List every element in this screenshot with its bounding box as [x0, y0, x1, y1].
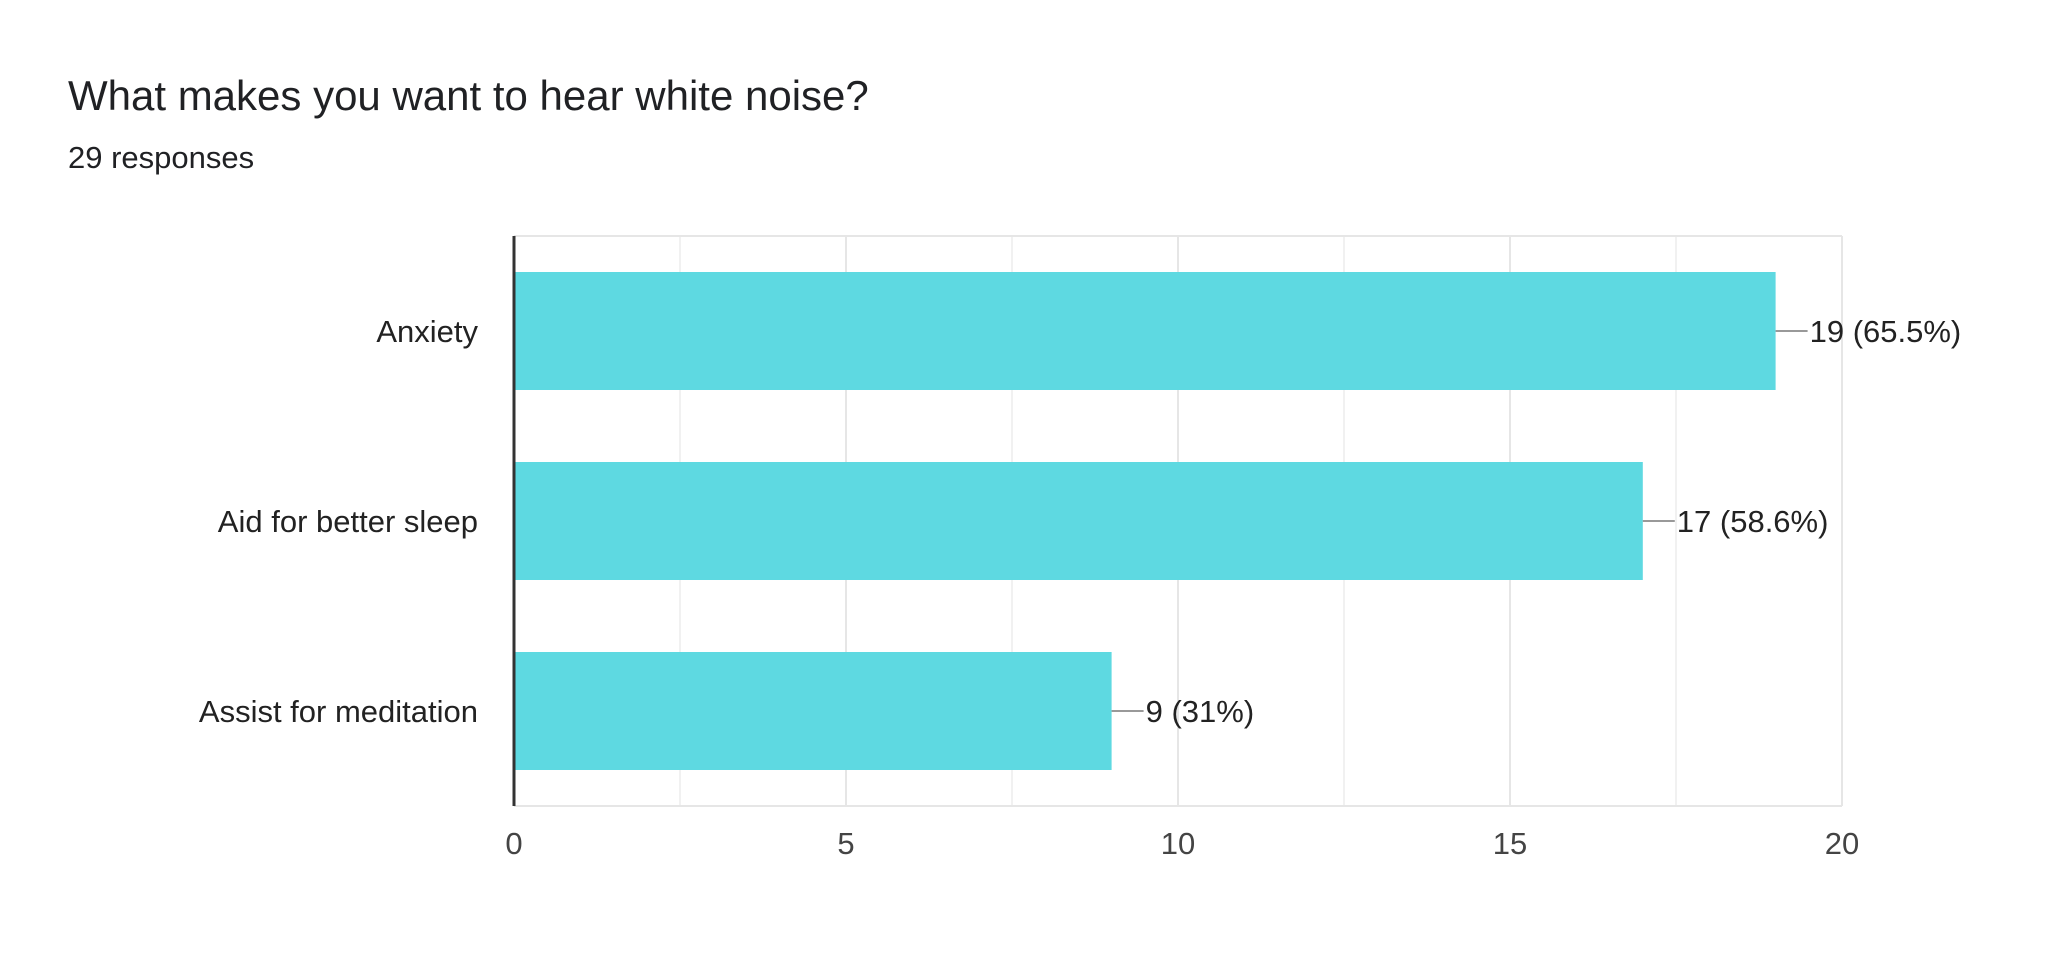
- x-tick-label: 0: [505, 826, 522, 861]
- category-label: Assist for meditation: [199, 694, 478, 729]
- x-tick-label: 5: [837, 826, 854, 861]
- data-label: 17 (58.6%): [1677, 504, 1829, 539]
- data-label: 19 (65.5%): [1810, 314, 1962, 349]
- bar: [514, 272, 1776, 390]
- bar: [514, 462, 1643, 580]
- chart-title: What makes you want to hear white noise?: [68, 72, 869, 119]
- category-label: Anxiety: [376, 314, 478, 349]
- x-tick-label: 15: [1493, 826, 1527, 861]
- x-tick-label: 10: [1161, 826, 1195, 861]
- x-tick-label: 20: [1825, 826, 1859, 861]
- labels: 19 (65.5%) Anxiety 17 (58.6%) Aid for bette…: [199, 236, 1961, 861]
- data-label: 9 (31%): [1146, 694, 1255, 729]
- response-count: 29 responses: [68, 140, 255, 175]
- bar: [514, 652, 1112, 770]
- category-label: Aid for better sleep: [218, 504, 478, 539]
- bars: [514, 272, 1776, 770]
